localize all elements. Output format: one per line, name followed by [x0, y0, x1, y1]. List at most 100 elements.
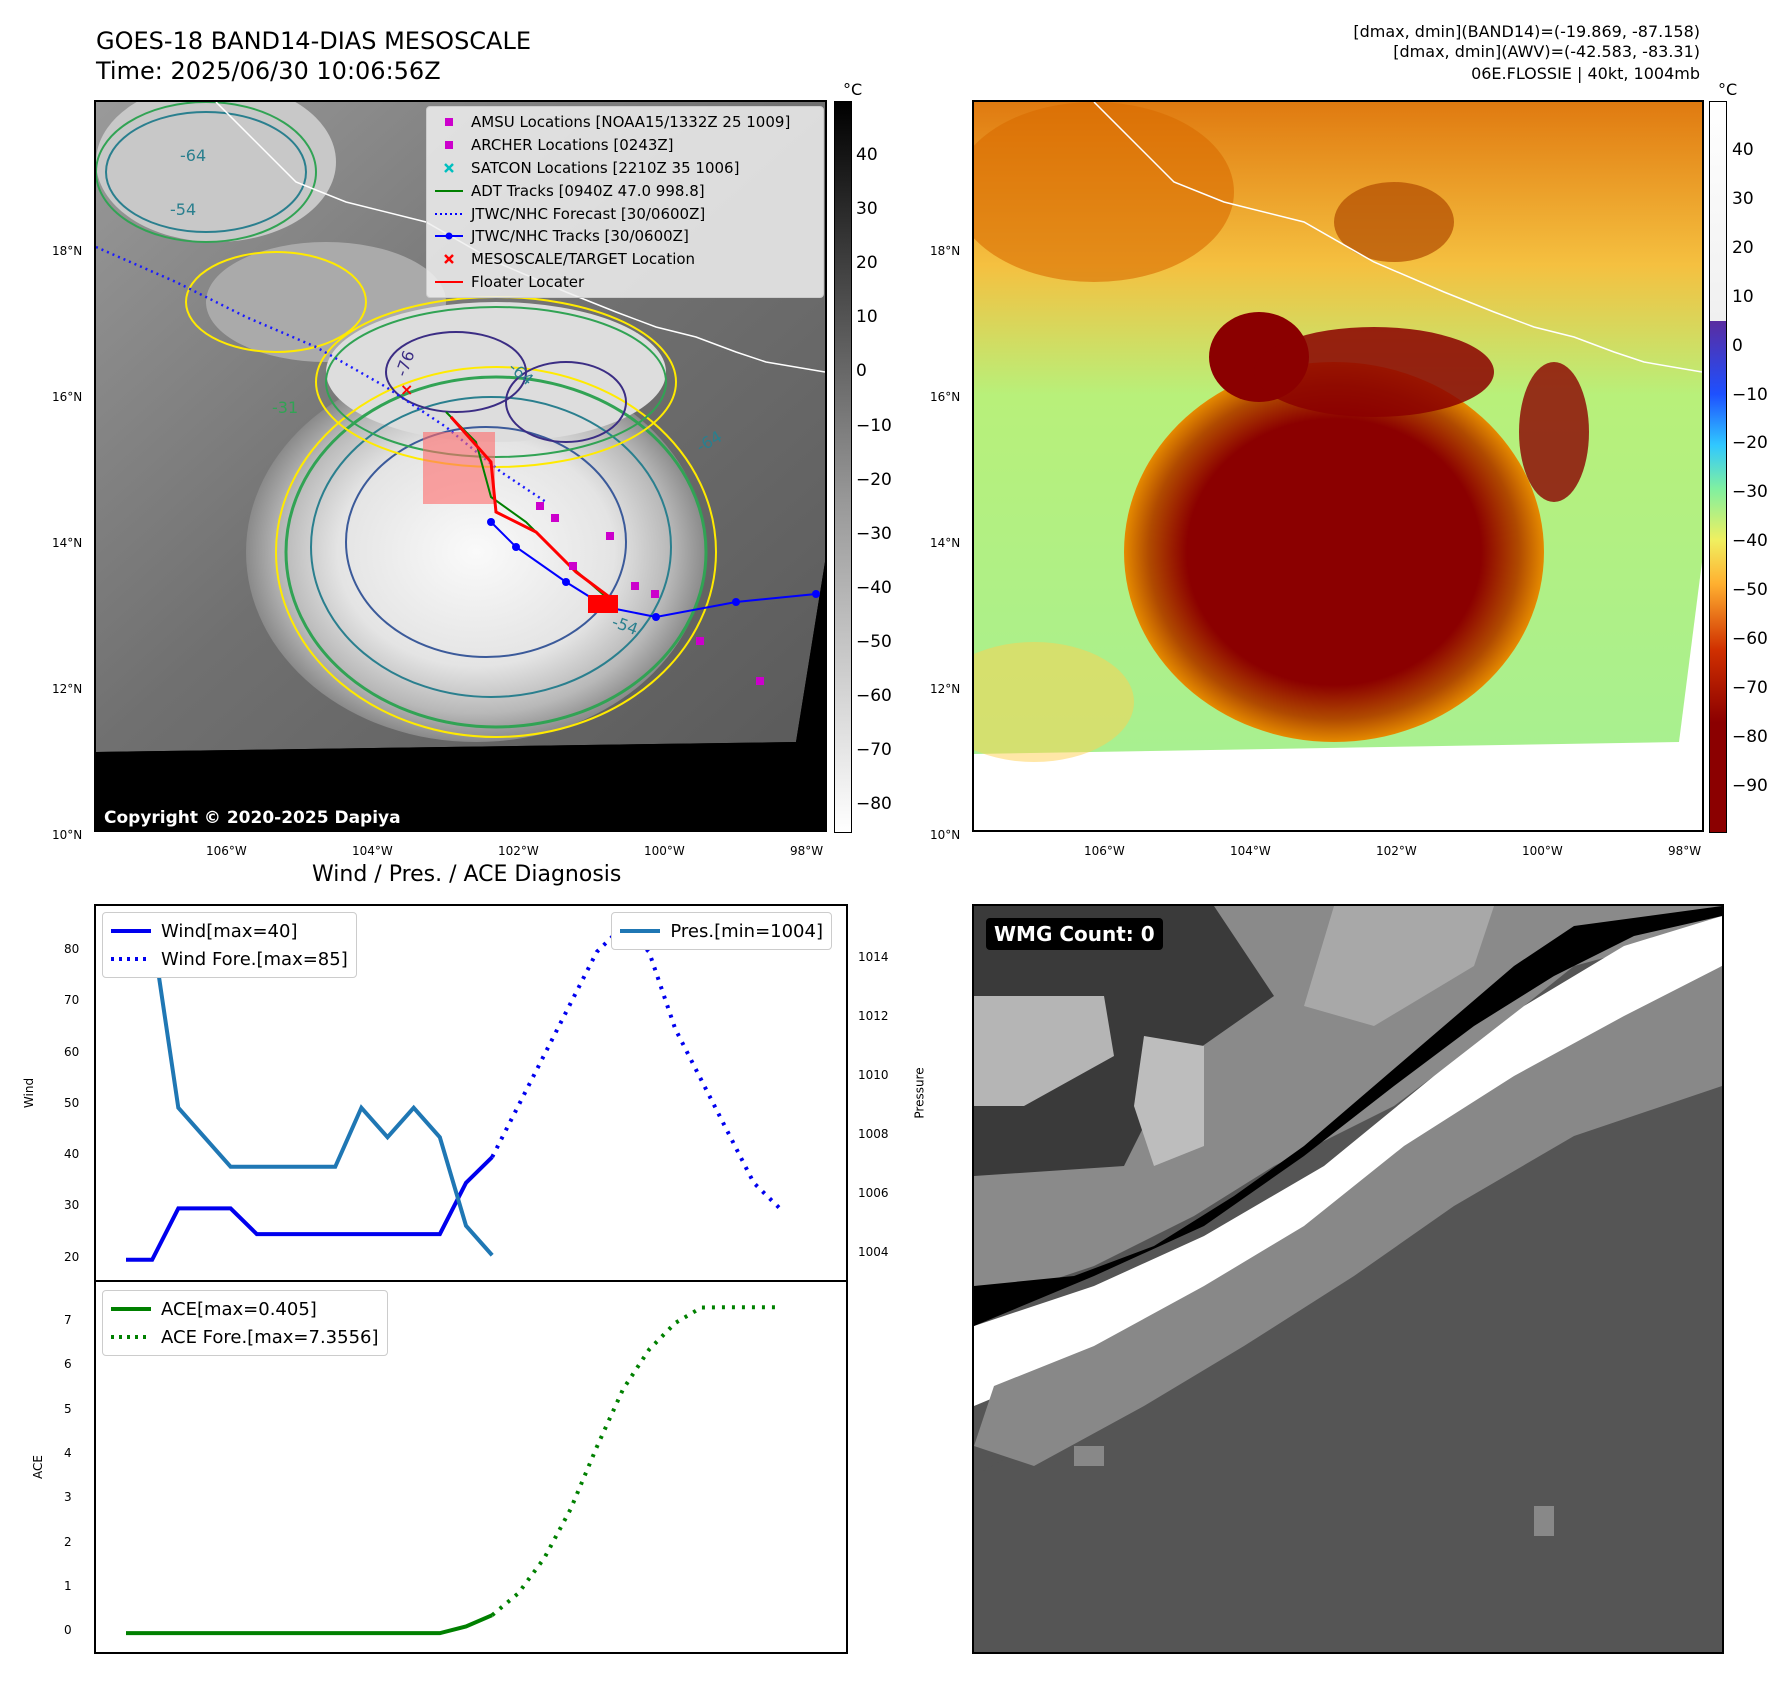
series-line-0	[126, 1155, 494, 1262]
ir-lat-tick: 14°N	[52, 536, 83, 550]
legend-pressure-label: Pres.[min=1004]	[670, 920, 823, 942]
diagnosis-title: Wind / Pres. / ACE Diagnosis	[312, 862, 622, 887]
ir-colorbar-tick: 0	[856, 361, 867, 382]
ir-lon-tick: 98°W	[790, 844, 824, 858]
legend-symbol-icon	[435, 115, 463, 129]
ir-legend-label: MESOSCALE/TARGET Location	[471, 250, 696, 269]
legend-ace-label: ACE[max=0.405]	[161, 1298, 317, 1320]
awv-lon-tick: 102°W	[1376, 844, 1417, 858]
ir-legend-entry: JTWC/NHC Forecast [30/0600Z]	[435, 202, 815, 225]
pressure-axis-label: Pressure	[912, 1067, 927, 1119]
awv-colorbar-tick: 10	[1732, 286, 1754, 307]
ir-colorbar-tick: −10	[856, 415, 892, 436]
legend-pressure: Pres.[min=1004]	[620, 917, 823, 945]
legend-symbol-icon	[435, 229, 463, 243]
awv-colorbar-tick: −10	[1732, 384, 1768, 405]
awv-lat-tick: 16°N	[930, 390, 961, 404]
legend-ace: ACE[max=0.405]	[111, 1295, 379, 1323]
ir-map-panel: × -64 -54 -76 -64 -31 -64 -54 AMSU Locat…	[94, 100, 827, 832]
y-tick-label: 7	[64, 1313, 72, 1327]
legend-wind: Wind[max=40]	[111, 917, 348, 945]
ir-legend-label: ADT Tracks [0940Z 47.0 998.8]	[471, 181, 705, 200]
ir-colorbar-tick: 40	[856, 145, 878, 165]
y-tick-label: 4	[64, 1445, 72, 1460]
awv-colorbar-tick: −40	[1732, 531, 1768, 552]
ir-colorbar-tick: −50	[856, 631, 892, 652]
ace-axis-label: ACE	[30, 1455, 45, 1479]
y-tick-label: 50	[64, 1095, 80, 1110]
copyright-label: Copyright © 2020-2025 Dapiya	[98, 806, 407, 830]
ir-legend-label: JTWC/NHC Forecast [30/0600Z]	[471, 204, 706, 223]
legend-wind-forecast: Wind Fore.[max=85]	[111, 945, 348, 973]
ir-lat-tick: 18°N	[52, 244, 83, 258]
y-tick-label: 0	[64, 1623, 72, 1638]
y-tick-label: 1	[64, 1578, 72, 1593]
awv-lat-tick: 12°N	[930, 682, 961, 696]
awv-colorbar-unit: °C	[1718, 80, 1738, 99]
y2-tick-label: 1006	[858, 1186, 889, 1201]
chart-time: Time: 2025/06/30 10:06:56Z	[96, 57, 441, 85]
legend-ace-forecast-label: ACE Fore.[max=7.3556]	[161, 1326, 379, 1348]
legend-symbol-icon	[435, 252, 463, 266]
ir-legend-label: AMSU Locations [NOAA15/1332Z 25 1009]	[471, 113, 791, 132]
y-tick-label: 5	[64, 1401, 72, 1416]
y2-tick-label: 1008	[858, 1127, 889, 1142]
ir-legend-entry: ARCHER Locations [0243Z]	[435, 134, 815, 157]
wind-axis-label: Wind	[22, 1077, 37, 1109]
awv-colorbar-tick: −30	[1732, 482, 1768, 503]
chart-title: GOES-18 BAND14-DIAS MESOSCALE	[96, 27, 532, 55]
wmg-count-label: WMG Count: 0	[986, 918, 1163, 950]
ir-colorbar-unit: °C	[843, 80, 863, 99]
awv-colorbar-tick: −20	[1732, 433, 1768, 454]
ir-colorbar-tick: −40	[856, 577, 892, 598]
ir-colorbar	[834, 101, 852, 833]
awv-colorbar-tick: −60	[1732, 629, 1768, 649]
pressure-legend: Pres.[min=1004]	[611, 912, 832, 950]
awv-colorbar	[1709, 101, 1727, 833]
awv-colorbar-tick: 30	[1732, 188, 1754, 209]
ir-legend-entry: Floater Locater	[435, 271, 815, 294]
awv-lon-tick: 100°W	[1522, 844, 1563, 858]
ir-legend-entry: SATCON Locations [2210Z 35 1006]	[435, 157, 815, 180]
ir-legend-label: SATCON Locations [2210Z 35 1006]	[471, 158, 740, 177]
ace-legend: ACE[max=0.405] ACE Fore.[max=7.3556]	[102, 1290, 388, 1356]
ir-lat-tick: 16°N	[52, 390, 83, 404]
ace-plot	[126, 1305, 780, 1636]
legend-symbol-icon	[435, 161, 463, 175]
ir-colorbar-tick: 30	[856, 199, 878, 220]
awv-map-image	[974, 102, 1702, 762]
svg-text:×: ×	[400, 380, 413, 399]
ir-legend-entry: MESOSCALE/TARGET Location	[435, 248, 815, 271]
y-tick-label: 40	[64, 1147, 80, 1162]
ir-lat-tick: 10°N	[52, 828, 83, 842]
storm-info: 06E.FLOSSIE | 40kt, 1004mb	[1471, 64, 1700, 83]
awv-colorbar-tick: −90	[1732, 775, 1768, 796]
ir-legend-label: JTWC/NHC Tracks [30/0600Z]	[471, 227, 689, 246]
ir-lon-tick: 104°W	[352, 844, 393, 858]
wmg-panel: WMG Count: 0	[972, 904, 1724, 1654]
legend-wind-forecast-label: Wind Fore.[max=85]	[161, 948, 348, 970]
ir-colorbar-tick: 20	[856, 253, 878, 274]
ir-legend-entry: ADT Tracks [0940Z 47.0 998.8]	[435, 179, 815, 202]
ir-lon-tick: 106°W	[206, 844, 247, 858]
y-tick-label: 30	[64, 1198, 80, 1213]
awv-lat-tick: 14°N	[930, 536, 961, 550]
series-line-1	[490, 923, 782, 1210]
y-tick-label: 80	[64, 941, 80, 956]
contour-label: -31	[272, 398, 299, 417]
legend-symbol-icon	[435, 207, 463, 221]
ir-lon-tick: 100°W	[644, 844, 685, 858]
legend-symbol-icon	[435, 138, 463, 152]
y-tick-label: 20	[64, 1249, 80, 1264]
legend-symbol-icon	[435, 275, 463, 289]
awv-colorbar-tick: 20	[1732, 237, 1754, 258]
ace-chart: ACE[max=0.405] ACE Fore.[max=7.3556]	[94, 1280, 848, 1654]
awv-map-panel	[972, 100, 1704, 832]
y2-tick-label: 1012	[858, 1009, 889, 1024]
ir-legend: AMSU Locations [NOAA15/1332Z 25 1009] ARC…	[426, 106, 824, 299]
ir-colorbar-tick: −20	[856, 469, 892, 490]
awv-range: [dmax, dmin](AWV)=(-42.583, -83.31)	[1393, 42, 1700, 61]
ir-legend-entry: JTWC/NHC Tracks [30/0600Z]	[435, 225, 815, 248]
series-line-2	[126, 928, 494, 1257]
awv-lat-tick: 10°N	[930, 828, 961, 842]
